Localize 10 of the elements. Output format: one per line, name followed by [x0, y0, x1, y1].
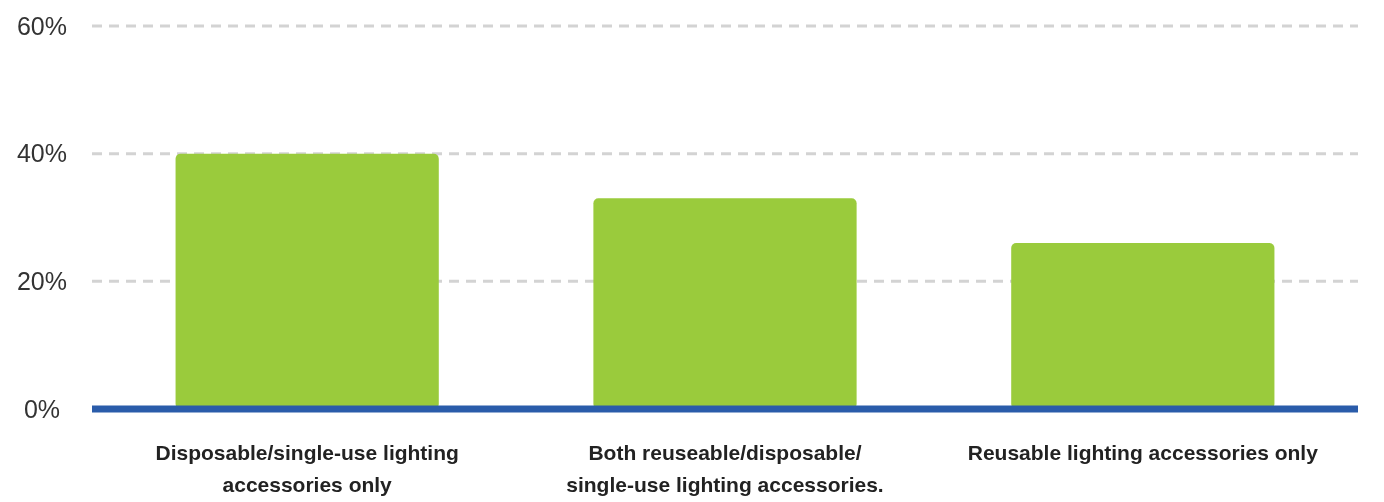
bar: [593, 198, 857, 409]
x-tick-label: Disposable/single-use lighting accessories only: [155, 441, 459, 496]
y-tick-label: 40%: [16, 139, 68, 168]
y-tick-label: 60%: [16, 11, 68, 40]
y-tick-label: 0%: [23, 394, 61, 423]
y-tick-label: 20%: [16, 267, 68, 296]
x-tick-label: Reusable lighting accessories only: [967, 441, 1319, 464]
bar: [1011, 243, 1275, 409]
bar: [175, 153, 439, 409]
x-tick-label: Both reuseable/disposable/ single-use lighting accessories.: [566, 441, 884, 496]
